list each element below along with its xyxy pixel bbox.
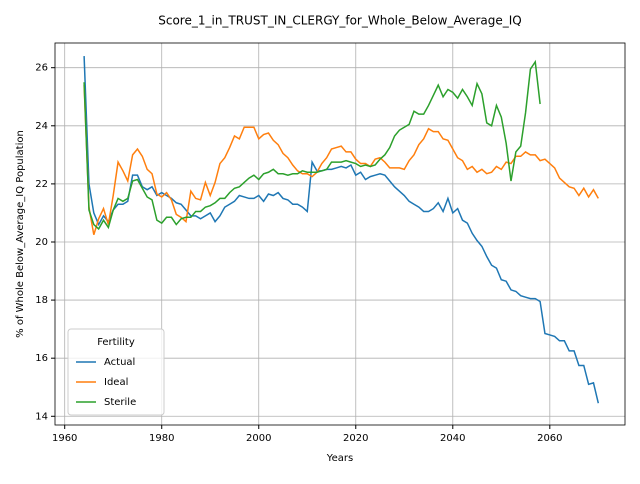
- x-tick-label: 1960: [52, 433, 77, 444]
- line-series: [83, 59, 541, 231]
- y-tick-label: 24: [35, 121, 48, 132]
- legend-label: Sterile: [104, 397, 136, 408]
- legend-label: Ideal: [104, 377, 128, 388]
- x-tick-label: 2060: [537, 433, 562, 444]
- y-axis-label: % of Whole Below_Average_IQ Population: [15, 130, 26, 338]
- x-tick-label: 2020: [343, 433, 368, 444]
- chart-title: Score_1_in_TRUST_IN_CLERGY_for_Whole_Bel…: [158, 14, 522, 28]
- plot-frame: [54, 42, 626, 426]
- y-tick-label: 18: [35, 295, 48, 306]
- legend-title: Fertility: [97, 337, 135, 348]
- y-tick-label: 20: [35, 237, 48, 248]
- x-tick-label: 2000: [246, 433, 271, 444]
- y-tick-label: 14: [35, 411, 48, 422]
- y-tick-label: 16: [35, 353, 48, 364]
- legend-label: Actual: [104, 357, 135, 368]
- line-series: [83, 85, 599, 235]
- x-axis-label: Years: [326, 453, 353, 464]
- y-tick-label: 22: [35, 179, 48, 190]
- y-tick-label: 26: [35, 63, 48, 74]
- legend: Fertility Actual Ideal Sterile: [67, 328, 165, 416]
- legend-box: [67, 328, 165, 416]
- x-tick-label: 2040: [440, 433, 465, 444]
- x-tick-label: 1980: [149, 433, 174, 444]
